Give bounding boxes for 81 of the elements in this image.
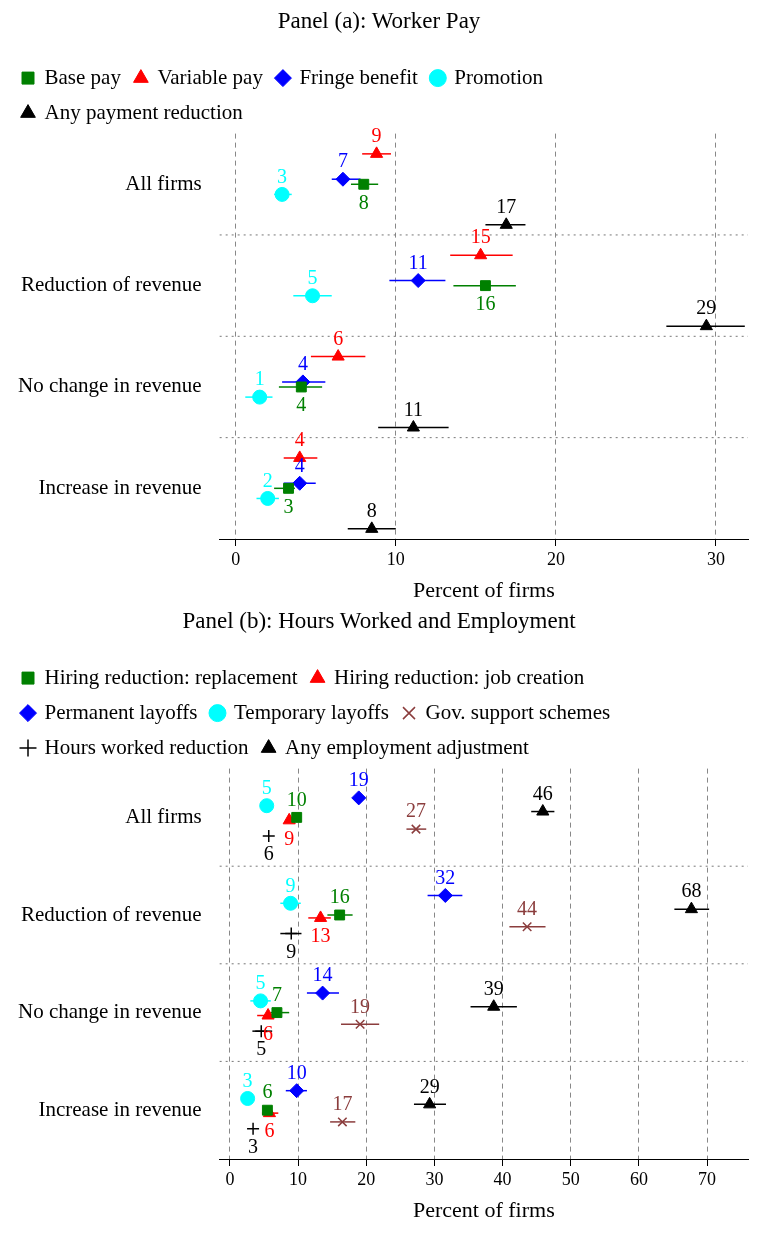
data-label: 3 [248, 1134, 259, 1157]
data-label: 9 [284, 826, 295, 849]
data-label: 17 [332, 1092, 353, 1115]
data-label: 9 [286, 939, 297, 962]
data-label: 8 [358, 190, 369, 213]
x-tick-label: 40 [493, 1168, 512, 1189]
data-label: 4 [294, 428, 305, 451]
x-tick-label: 30 [706, 548, 725, 569]
y-tick-label: No change in revenue [18, 999, 202, 1024]
data-label: 14 [312, 963, 333, 986]
legend-label: Promotion [454, 64, 544, 89]
data-label: 5 [255, 971, 266, 994]
y-tick-label: Increase in revenue [38, 474, 202, 499]
legend-label: Variable pay [157, 64, 264, 89]
data-label: 6 [263, 842, 274, 865]
chart-title: Panel (a): Worker Pay [277, 7, 481, 33]
legend-label: Gov. support schemes [425, 699, 611, 724]
data-label: 4 [297, 352, 308, 375]
data-label: 7 [337, 149, 348, 172]
x-tick-label: 60 [629, 1168, 648, 1189]
data-label: 15 [470, 225, 491, 248]
x-tick-label: 20 [546, 548, 565, 569]
x-tick-label: 10 [289, 1168, 308, 1189]
data-label: 4 [296, 393, 307, 416]
y-tick-label: Increase in revenue [38, 1096, 202, 1121]
legend-label: Hiring reduction: job creation [334, 664, 585, 689]
data-label: 19 [350, 994, 371, 1017]
data-label: 9 [371, 124, 382, 147]
data-label: 17 [496, 195, 517, 218]
data-label: 16 [329, 885, 350, 908]
data-label: 10 [286, 1060, 307, 1083]
data-label: 3 [242, 1068, 253, 1091]
data-label: 6 [333, 326, 344, 349]
data-label: 11 [403, 397, 424, 420]
chart-title: Panel (b): Hours Worked and Employment [182, 607, 577, 633]
data-label: 27 [406, 799, 426, 822]
data-label: 3 [277, 164, 288, 187]
data-label: 5 [261, 775, 272, 798]
data-label: 6 [262, 1080, 273, 1103]
x-tick-label: 20 [357, 1168, 376, 1189]
data-label: 10 [286, 787, 307, 810]
legend-label: Permanent layoffs [44, 699, 198, 724]
data-label: 7 [271, 982, 282, 1005]
legend-label: Temporary layoffs [233, 699, 389, 724]
data-label: 19 [348, 768, 369, 791]
legend-label: Fringe benefit [299, 64, 418, 89]
data-label: 5 [307, 266, 318, 289]
legend-label: Hiring reduction: replacement [44, 664, 298, 689]
x-tick-label: 50 [561, 1168, 580, 1189]
x-tick-label: 0 [225, 1168, 235, 1189]
x-tick-label: 30 [425, 1168, 444, 1189]
data-label: 1 [254, 367, 265, 390]
data-label: 29 [419, 1074, 440, 1097]
data-label: 46 [532, 781, 553, 804]
data-label: 44 [517, 896, 538, 919]
data-label: 9 [285, 873, 296, 896]
x-tick-label: 0 [231, 548, 241, 569]
y-tick-label: No change in revenue [18, 373, 202, 398]
legend-label: Any employment adjustment [285, 734, 530, 759]
data-label: 6 [264, 1119, 275, 1142]
data-label: 16 [475, 291, 496, 314]
legend-label: Hours worked reduction [44, 734, 250, 759]
legend-label: Base pay [44, 64, 122, 89]
y-tick-label: All firms [125, 803, 202, 828]
x-axis-title: Percent of firms [412, 1196, 555, 1222]
x-tick-label: 10 [386, 548, 405, 569]
y-tick-label: Reduction of revenue [20, 272, 202, 297]
data-label: 68 [681, 879, 702, 902]
data-label: 32 [435, 865, 456, 888]
data-label: 29 [696, 296, 717, 319]
data-label: 2 [262, 468, 273, 491]
x-axis-title: Percent of firms [412, 576, 555, 602]
data-label: 3 [283, 494, 294, 517]
legend-label: Any payment reduction [44, 99, 244, 124]
data-label: 39 [483, 976, 504, 999]
data-label: 13 [310, 924, 331, 947]
x-tick-label: 70 [698, 1168, 717, 1189]
data-label: 11 [408, 250, 428, 273]
y-tick-label: Reduction of revenue [20, 901, 202, 926]
data-label: 8 [366, 499, 377, 522]
y-tick-label: All firms [125, 170, 202, 195]
